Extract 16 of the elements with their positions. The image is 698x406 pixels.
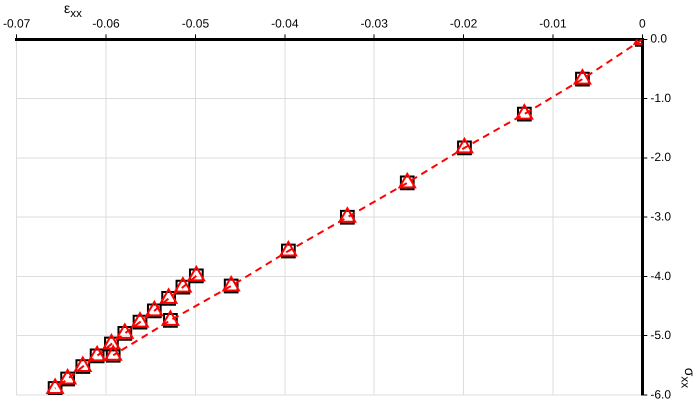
x-axis-title: ε$_{xx}$ (64, 0, 82, 20)
y-tick-label: 0.0 (650, 32, 668, 46)
y-tick-label: -5.0 (650, 328, 672, 342)
y-tick-label: -2.0 (650, 150, 672, 164)
y-tick-label: -3.0 (650, 210, 672, 224)
x-tick-label: -0.05 (182, 16, 210, 31)
y-tick-label: -4.0 (650, 268, 672, 283)
x-tick-label: -0.02 (450, 16, 478, 31)
y-tick-label: -6.0 (650, 387, 672, 402)
x-tick-label: 0 (638, 16, 646, 31)
x-tick-label: -0.01 (539, 16, 567, 31)
x-tick-label: -0.06 (92, 16, 120, 31)
x-tick-label: -0.03 (360, 16, 388, 31)
x-tick-label: -0.07 (2, 16, 31, 31)
y-tick-label: -1.0 (650, 90, 672, 105)
x-tick-label: -0.04 (271, 16, 299, 31)
